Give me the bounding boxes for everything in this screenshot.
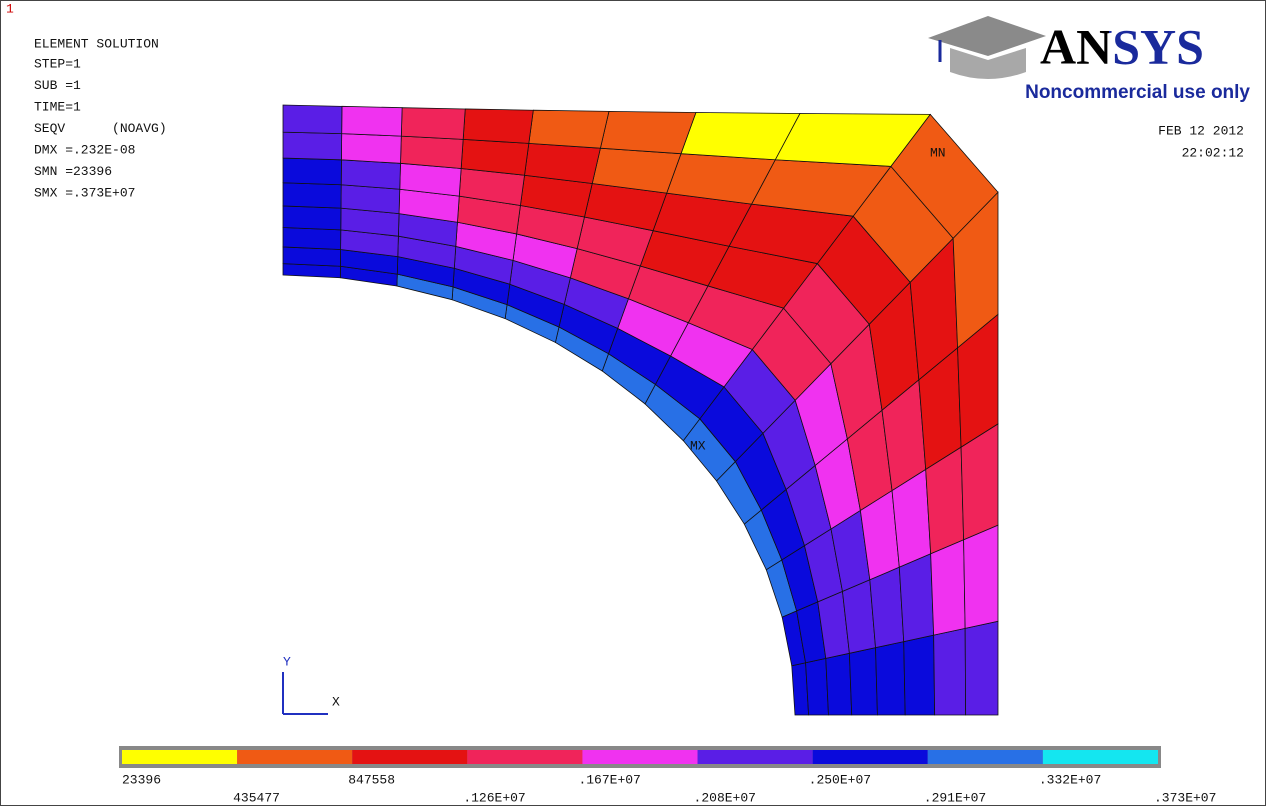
element [805, 657, 829, 716]
info-line: SUB =1 [34, 78, 81, 93]
min-marker: MN [930, 145, 946, 160]
info-line: SMN =23396 [34, 164, 112, 179]
element [848, 647, 878, 716]
legend-label: 847558 [348, 772, 395, 787]
element [903, 634, 936, 716]
legend-label: .332E+07 [1039, 772, 1101, 787]
element [933, 627, 967, 716]
legend-swatch [237, 750, 353, 764]
window-number: 1 [6, 1, 14, 16]
logo-note: Noncommercial use only [1025, 82, 1250, 103]
legend-label: .250E+07 [809, 772, 871, 787]
mesh [282, 104, 999, 716]
info-line: STEP=1 [34, 56, 81, 71]
info-line: DMX =.232E-08 [34, 142, 135, 157]
element [282, 227, 342, 250]
element [282, 131, 343, 161]
element [825, 652, 853, 716]
legend-swatch [697, 750, 813, 764]
legend-label: .291E+07 [924, 790, 986, 805]
legend-swatch [582, 750, 698, 764]
element [930, 539, 966, 636]
info-lines: STEP=1 SUB =1 TIME=1 SEQV (NOAVG) DMX =.232E… [34, 56, 167, 200]
legend-label: 23396 [122, 772, 161, 787]
element [964, 620, 999, 716]
legend-label: .208E+07 [694, 790, 756, 805]
info-line: SMX =.373E+07 [34, 185, 135, 200]
element [963, 524, 999, 629]
element [898, 553, 935, 643]
max-marker: MX [690, 438, 706, 453]
logo-brand: ANSYS [1040, 18, 1204, 74]
legend-swatch [352, 750, 468, 764]
triad-y-label: Y [283, 654, 291, 669]
element [282, 182, 342, 209]
element [462, 108, 534, 144]
legend: 23396 435477 847558 .126E+07 .167E+07 .208E+0… [119, 746, 1216, 805]
element [869, 566, 905, 649]
element [341, 105, 403, 137]
triad-x-label: X [332, 694, 340, 709]
element [282, 205, 342, 231]
info-line: TIME=1 [34, 99, 81, 114]
logo-cap [928, 16, 1046, 56]
element [875, 641, 906, 716]
legend-swatch [467, 750, 583, 764]
info-line: SEQV (NOAVG) [34, 121, 167, 136]
time: 22:02:12 [1182, 145, 1244, 160]
element [599, 110, 697, 155]
element [460, 138, 530, 176]
element [400, 107, 466, 140]
legend-label: .373E+07 [1154, 790, 1216, 805]
element [341, 133, 402, 164]
element [340, 184, 401, 215]
element [282, 104, 343, 135]
date: FEB 12 2012 [1158, 123, 1244, 138]
logo-cap-base [950, 48, 1026, 79]
element [400, 135, 464, 169]
legend-label: .167E+07 [578, 772, 640, 787]
title: ELEMENT SOLUTION [34, 36, 159, 51]
element [340, 159, 401, 190]
element [282, 157, 342, 186]
element [282, 246, 341, 267]
legend-swatch [812, 750, 928, 764]
legend-swatch [1042, 750, 1158, 764]
legend-swatch [927, 750, 1043, 764]
legend-label: .126E+07 [463, 790, 525, 805]
legend-swatch [122, 750, 238, 764]
legend-label: 435477 [233, 790, 280, 805]
element [528, 109, 610, 149]
